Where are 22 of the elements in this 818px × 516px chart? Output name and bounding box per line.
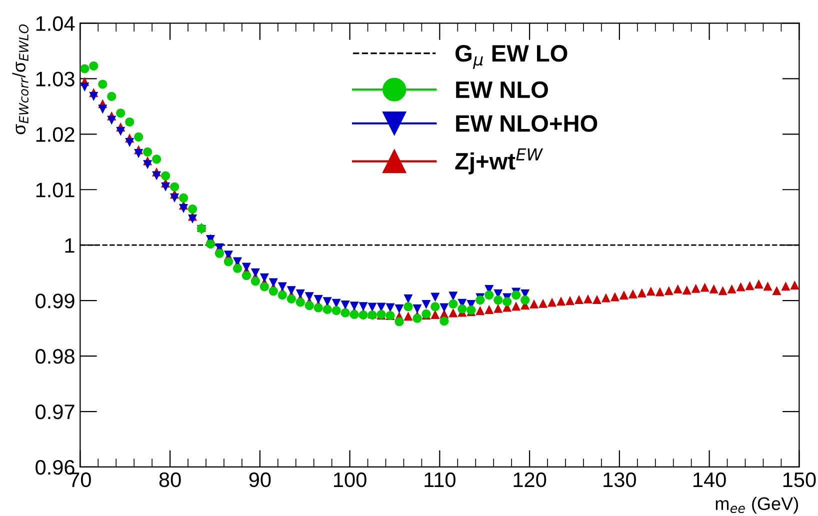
legend-label: G$_{μ}$ EW LO xyxy=(456,45,568,69)
y-tick-label: 1.03 xyxy=(36,72,74,86)
x-tick-label: 130 xyxy=(604,472,636,488)
legend-label: Zj+wt$^{EW}$ xyxy=(455,148,544,174)
x-tick-label: 110 xyxy=(424,472,456,488)
y-tick-label: 1.02 xyxy=(36,127,74,142)
y-tick-label: 1.04 xyxy=(36,16,75,31)
y-tick-label: 1.01 xyxy=(36,182,74,198)
x-tick-label: 90 xyxy=(249,472,271,488)
x-tick-label: 80 xyxy=(159,472,181,488)
x-axis-title: m$_{ee}$ (GeV) xyxy=(716,496,798,514)
y-tick-label: 1 xyxy=(65,238,74,253)
x-tick-label: 100 xyxy=(334,472,366,488)
y-tick-label: 0.98 xyxy=(36,349,74,364)
legend-label: EW NLO xyxy=(456,81,548,98)
x-tick-label: 140 xyxy=(694,472,726,488)
x-tick-label: 150 xyxy=(783,472,816,488)
y-axis-title: σ$_{EWcorr}$/σ$_{EWLO}$ xyxy=(12,24,29,134)
y-tick-label: 0.97 xyxy=(36,404,74,420)
legend-label: EW NLO+HO xyxy=(456,115,598,132)
x-tick-label: 120 xyxy=(514,472,546,488)
y-tick-label: 0.99 xyxy=(36,294,74,308)
